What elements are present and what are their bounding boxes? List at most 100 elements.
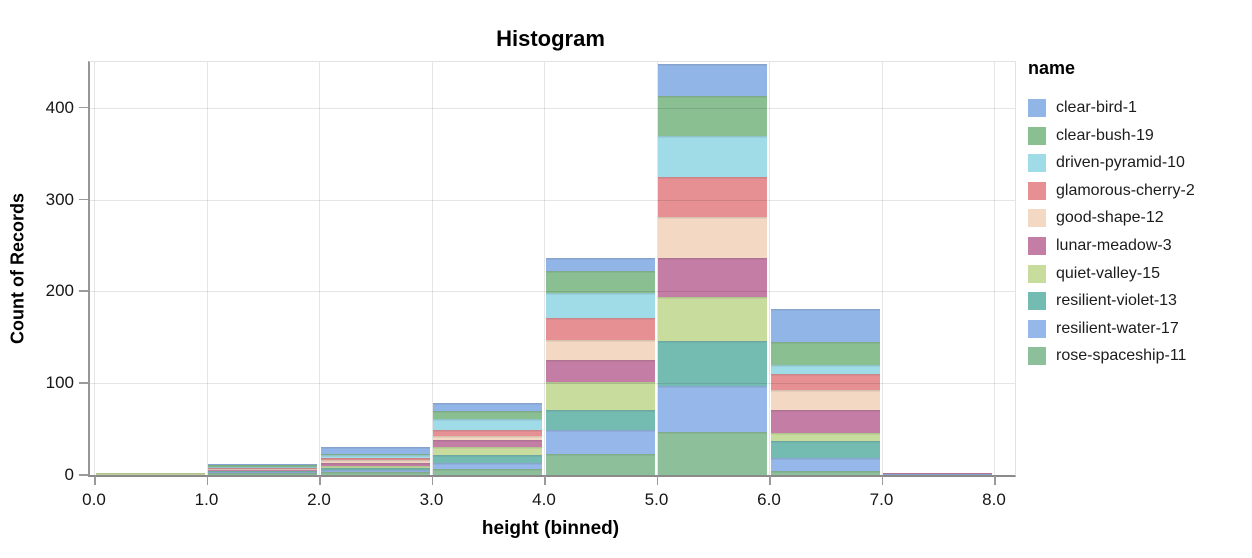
bar-segment[interactable] [545,409,655,431]
legend-item[interactable]: lunar-meadow-3 [1028,234,1172,258]
gridline-x [206,62,208,475]
bar-segment[interactable] [770,389,880,410]
x-tick-mark [206,476,208,485]
bar-segment[interactable] [95,473,205,475]
bar-segment[interactable] [208,471,317,473]
x-tick-label: 0.0 [82,490,106,509]
bar-segment[interactable] [320,467,430,471]
x-tick-mark [656,476,658,485]
legend-item[interactable]: clear-bush-19 [1028,124,1154,148]
bar-segment[interactable] [770,374,880,390]
bar-segment[interactable] [545,360,655,383]
bar-segment[interactable] [433,410,542,420]
bar-segment[interactable] [433,447,542,455]
bar-segment[interactable] [433,430,542,436]
bar-segment[interactable] [433,463,542,469]
bar-segment[interactable] [208,464,317,467]
x-tick-label: 4.0 [532,490,556,509]
bar-segment[interactable] [320,453,430,455]
legend-title: name [1028,58,1076,78]
legend-item[interactable]: rose-spaceship-11 [1028,344,1186,368]
bar-segment[interactable] [320,465,430,468]
bar-segment[interactable] [433,454,542,464]
bar-segment[interactable] [433,468,542,475]
bar-segment[interactable] [658,341,767,386]
bar-segment[interactable] [208,467,317,469]
bar-segment[interactable] [320,463,430,466]
bar-segment[interactable] [320,457,430,461]
bar-segment[interactable] [658,431,767,475]
bar-segment[interactable] [770,409,880,433]
legend-item[interactable]: driven-pyramid-10 [1028,151,1185,175]
legend-item[interactable]: clear-bird-1 [1028,96,1137,120]
bar-segment[interactable] [658,176,767,218]
bar-segment[interactable] [208,464,317,465]
bar-segment[interactable] [433,435,542,441]
bar-segment[interactable] [433,419,542,431]
x-tick-label: 3.0 [419,490,444,509]
bar-segment[interactable] [883,473,992,475]
bar-segment[interactable] [883,474,992,475]
bar-segment[interactable] [545,318,655,341]
bar-segment[interactable] [658,217,767,258]
gridline-x [881,62,883,475]
bar-segment[interactable] [320,470,430,473]
y-tick-label: 300 [45,189,74,209]
bar-segment[interactable] [208,466,317,468]
bar-segment[interactable] [208,469,317,471]
bar-segment[interactable] [770,471,880,475]
x-tick-mark [94,476,96,485]
bar-segment[interactable] [545,430,655,454]
x-tick-label: 2.0 [307,490,331,509]
bar-segment[interactable] [208,472,317,474]
x-tick-label: 7.0 [869,490,894,509]
y-tick-label: 400 [45,97,74,117]
bar-segment[interactable] [658,136,767,177]
x-tick-mark [431,476,433,485]
bar-segment[interactable] [770,308,880,342]
bar-segment[interactable] [770,364,880,375]
y-tick-mark [79,106,88,109]
legend-item[interactable]: resilient-water-17 [1028,317,1179,341]
legend-swatch-icon [1028,181,1046,200]
bar-segment[interactable] [208,468,317,470]
bar-segment[interactable] [658,386,767,432]
legend-item[interactable]: glamorous-cherry-2 [1028,179,1195,203]
bar-segment[interactable] [658,63,767,96]
legend-item-label: driven-pyramid-10 [1056,154,1185,172]
bar-segment[interactable] [545,293,655,319]
bar-segment[interactable] [770,341,880,365]
bar-segment[interactable] [770,432,880,442]
bar-segment[interactable] [770,441,880,458]
bar-segment[interactable] [320,454,430,458]
bar-segment[interactable] [320,460,430,464]
gridline-y [90,383,1015,385]
bar-segment[interactable] [433,402,542,411]
bar-segment[interactable] [320,446,430,454]
bar-segment[interactable] [545,271,655,294]
legend-swatch-icon [1028,237,1046,255]
bar-segment[interactable] [545,453,655,475]
bar-segment[interactable] [208,473,317,475]
bar-segment[interactable] [433,440,542,448]
gridline-y [90,107,1015,109]
legend-swatch-icon [1028,347,1046,366]
legend-item[interactable]: quiet-valley-15 [1028,262,1160,286]
bar-segment[interactable] [658,257,767,297]
bar-segment[interactable] [658,95,767,137]
bar-segment[interactable] [208,470,317,472]
bar-segment[interactable] [545,257,655,272]
x-tick-mark [769,476,771,485]
gridline-x [656,62,658,475]
bar-segment[interactable] [770,457,880,472]
legend-item[interactable]: good-shape-12 [1028,206,1164,230]
gridline-x [431,62,433,475]
bar-segment[interactable] [545,340,655,361]
bar-segment[interactable] [320,472,430,475]
y-tick-label: 100 [45,373,74,393]
bar-segment[interactable] [545,382,655,410]
bar-segment[interactable] [658,296,767,342]
x-tick-mark [544,476,546,485]
gridline-x [994,62,995,475]
legend-item[interactable]: resilient-violet-13 [1028,289,1177,313]
